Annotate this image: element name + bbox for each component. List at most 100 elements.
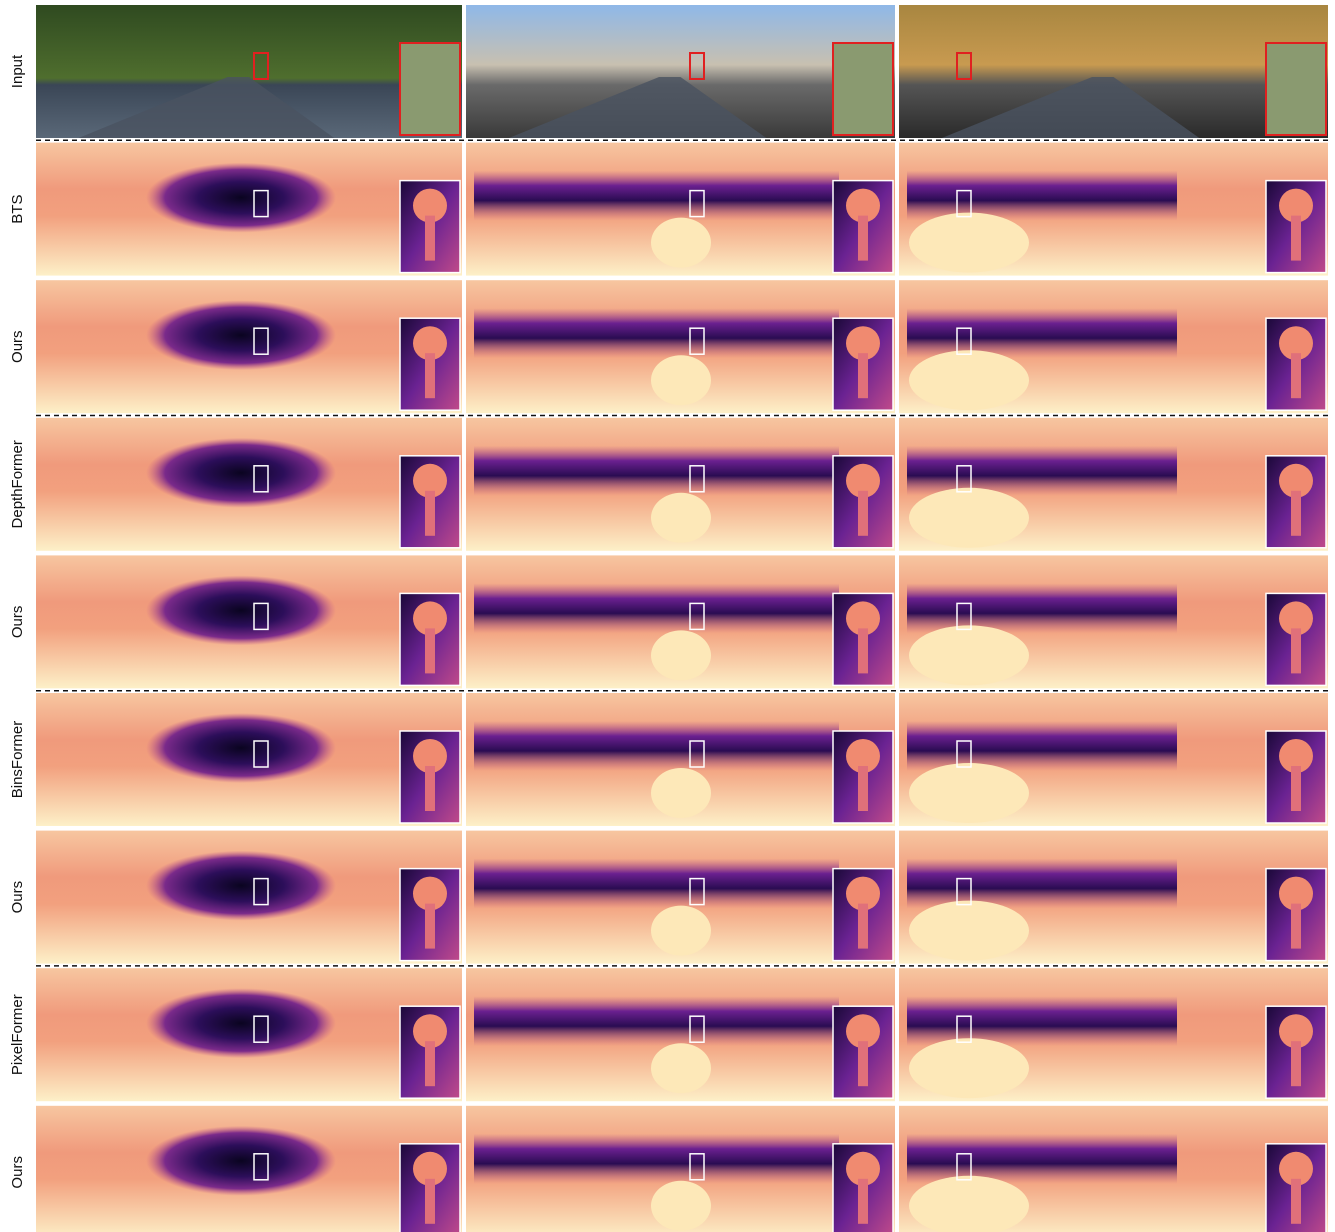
depth-band (474, 1133, 839, 1184)
sign-head (846, 601, 880, 636)
highlight-box (689, 1153, 705, 1181)
highlight-box (956, 465, 972, 493)
depth-band (474, 721, 839, 771)
image-panel (899, 5, 1328, 138)
row-labels: Input BTS Ours DepthFormer Ours BinsFormer Our… (9, 54, 26, 1189)
car (909, 625, 1029, 686)
image-panel (466, 830, 895, 964)
sign-head (1279, 876, 1313, 911)
sign-head (846, 326, 880, 361)
depth-blob (146, 1125, 336, 1196)
depth-blob (146, 575, 336, 646)
panels (36, 5, 1330, 1232)
image-panel (466, 968, 895, 1102)
image-panel (36, 830, 462, 964)
image-panel (36, 555, 462, 689)
sign-pole (1291, 628, 1301, 674)
depth-band (474, 858, 839, 909)
sign-head (413, 876, 447, 911)
depth-band (907, 583, 1177, 634)
sign-pole (858, 628, 868, 674)
road (508, 77, 767, 138)
depth-band (907, 170, 1177, 221)
highlight-box (689, 465, 705, 493)
row-label: BTS (9, 195, 26, 224)
image-panel (36, 968, 462, 1102)
image-panel (899, 693, 1328, 826)
highlight-box (689, 877, 705, 906)
depth-band (474, 445, 839, 496)
sign-head (1279, 1014, 1313, 1049)
car (651, 768, 711, 818)
sign-pole (1291, 353, 1301, 399)
image-panel (466, 417, 895, 551)
depth-band (474, 308, 839, 359)
sign-pole (858, 1041, 868, 1087)
sign-head (846, 463, 880, 498)
car (909, 487, 1029, 548)
sign-head (413, 188, 447, 223)
sign-pole (858, 353, 868, 399)
row-label: Ours (9, 1156, 26, 1189)
image-panel (466, 5, 895, 138)
car (909, 1038, 1029, 1099)
image-panel (466, 142, 895, 276)
sign-pole (1291, 215, 1301, 261)
sign-head (846, 1151, 880, 1186)
sign-head (846, 739, 880, 773)
sign-pole (1291, 1178, 1301, 1224)
highlight-box (253, 465, 269, 493)
sign-head (1279, 1151, 1313, 1186)
row-label: DepthFormer (9, 440, 26, 528)
car (909, 1175, 1029, 1232)
sign-pole (425, 903, 435, 949)
zoom-inset (1265, 42, 1327, 136)
depth-band (907, 445, 1177, 496)
highlight-box (689, 602, 705, 631)
road (941, 77, 1200, 138)
sign-pole (425, 353, 435, 399)
image-panel (899, 968, 1328, 1102)
row-label: Ours (9, 330, 26, 363)
image-panel (36, 142, 462, 276)
sign-head (1279, 601, 1313, 636)
highlight-box (956, 189, 972, 218)
highlight-box (253, 602, 269, 631)
car (909, 212, 1029, 273)
image-panel (899, 555, 1328, 689)
image-panel (899, 1105, 1328, 1232)
sign-pole (1291, 766, 1301, 811)
highlight-box (689, 52, 705, 80)
depth-band (907, 1133, 1177, 1184)
sign-head (846, 1014, 880, 1049)
depth-blob (146, 437, 336, 508)
depth-band (907, 308, 1177, 359)
sign-pole (858, 1178, 868, 1224)
sign-pole (425, 490, 435, 536)
image-panel (36, 1105, 462, 1232)
zoom-inset (399, 42, 461, 136)
image-panel (36, 5, 462, 138)
sign-pole (1291, 903, 1301, 949)
sign-pole (425, 1041, 435, 1087)
highlight-box (253, 1015, 269, 1043)
sign-pole (858, 490, 868, 536)
highlight-box (689, 327, 705, 355)
sign-pole (425, 766, 435, 811)
image-panel (466, 1105, 895, 1232)
row-label: BinsFormer (9, 721, 26, 799)
sign-head (846, 876, 880, 911)
image-panel (466, 280, 895, 414)
depth-blob (146, 162, 336, 233)
sign-head (846, 188, 880, 223)
highlight-box (253, 189, 269, 218)
highlight-box (956, 602, 972, 631)
highlight-box (956, 327, 972, 355)
image-panel (36, 280, 462, 414)
highlight-box (253, 52, 269, 80)
sign-head (413, 326, 447, 361)
sign-pole (1291, 1041, 1301, 1087)
depth-blob (146, 850, 336, 921)
highlight-box (956, 1015, 972, 1043)
sign-pole (858, 903, 868, 949)
